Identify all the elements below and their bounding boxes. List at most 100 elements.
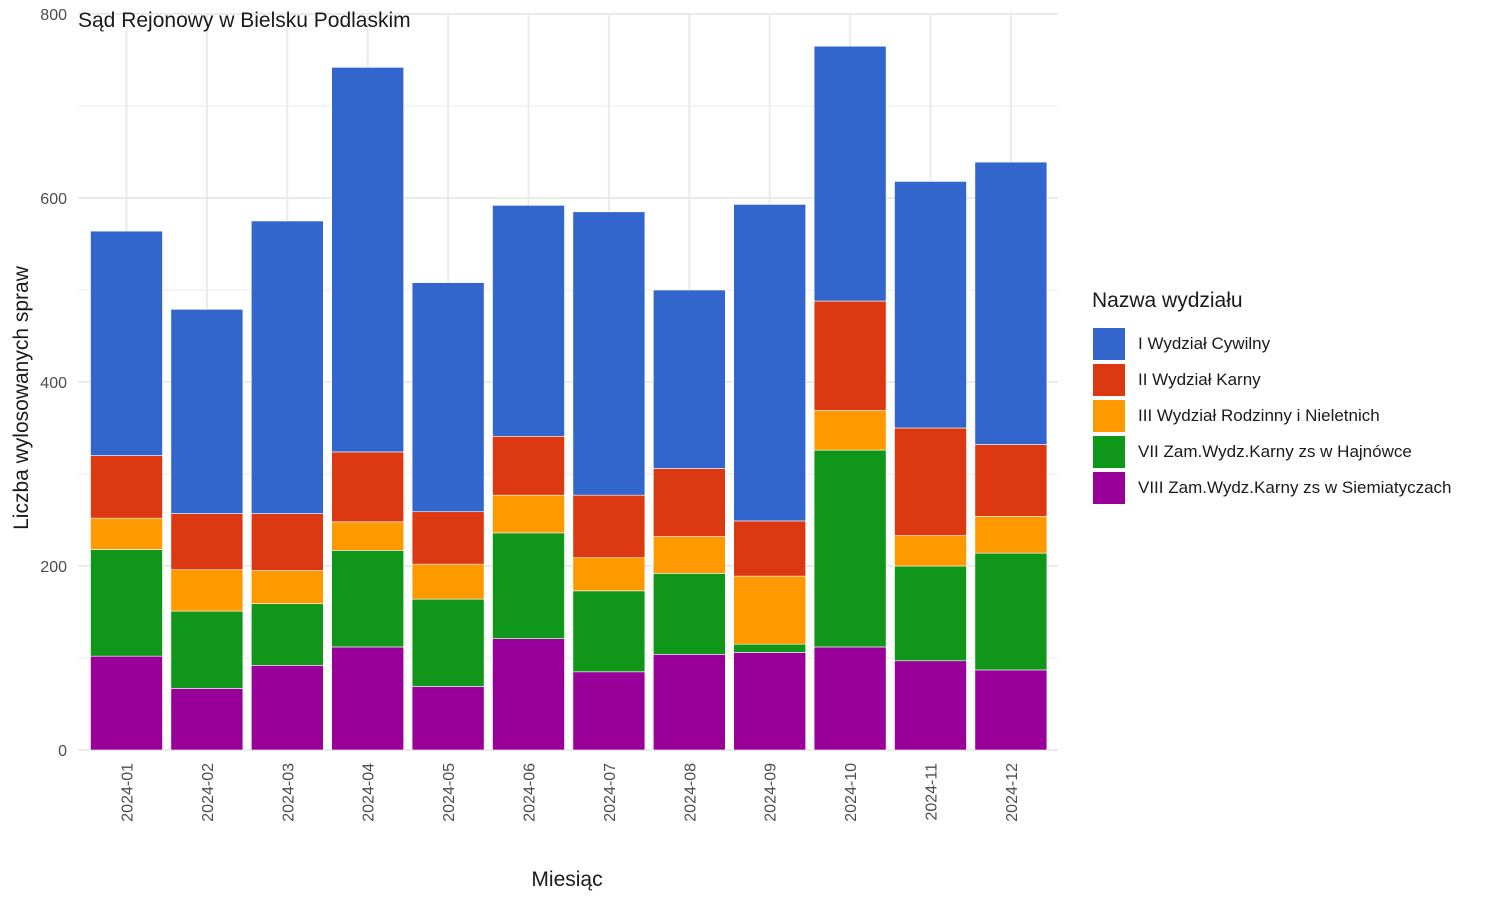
bar-segment [411, 686, 485, 751]
y-axis-ticks: 0 200 400 600 800 [40, 7, 67, 760]
x-tick-label: 2024-05 [441, 763, 458, 822]
y-axis-label: Liczba wylosowanych spraw [10, 265, 33, 530]
bar-segment [411, 282, 485, 513]
legend-swatch [1092, 363, 1126, 397]
legend-items: I Wydział Cywilny II Wydział Karny III Wyd… [1092, 326, 1451, 506]
bar-segment [733, 652, 807, 751]
bar-segment [411, 511, 485, 565]
bar-segment [894, 660, 967, 751]
legend-item: VII Zam.Wydz.Karny zs w Hajnówce [1092, 434, 1451, 470]
x-tick-label: 2024-01 [120, 763, 137, 822]
y-tick-label: 600 [40, 191, 67, 208]
bar-segment [90, 549, 163, 657]
x-tick-label: 2024-09 [763, 763, 780, 822]
legend-label: VII Zam.Wydz.Karny zs w Hajnówce [1138, 442, 1412, 461]
bar-segment [492, 532, 565, 639]
bar-segment [733, 643, 807, 653]
bar-segment [90, 230, 163, 456]
bar-segment [813, 45, 887, 302]
y-tick-label: 0 [58, 743, 67, 760]
x-tick-label: 2024-03 [280, 763, 297, 822]
legend-item: VIII Zam.Wydz.Karny zs w Siemiatyczach [1092, 470, 1451, 506]
legend-item: III Wydział Rodzinny i Nieletnich [1092, 398, 1451, 434]
x-tick-label: 2024-02 [200, 763, 217, 822]
bar-segment [652, 573, 726, 655]
legend-item: I Wydział Cywilny [1092, 326, 1451, 362]
chart-title: Sąd Rejonowy w Bielsku Podlaskim [78, 9, 411, 32]
bar-segment [894, 535, 967, 567]
x-tick-label: 2024-10 [843, 763, 860, 822]
bar-segment [331, 451, 405, 523]
bar-segment [733, 520, 807, 577]
bar-segment [572, 211, 646, 496]
bar-segment [652, 289, 726, 469]
legend-swatch [1092, 327, 1126, 361]
legend-swatch [1092, 435, 1126, 469]
bar-segment [331, 521, 405, 551]
bar-segment [894, 427, 967, 536]
bar-segment [813, 410, 887, 451]
bar-segment [492, 494, 565, 534]
x-tick-label: 2024-06 [522, 763, 539, 822]
x-tick-label: 2024-11 [924, 763, 941, 821]
legend-label: II Wydział Karny [1138, 370, 1261, 389]
bar-segment [652, 468, 726, 537]
bar-segment [733, 204, 807, 522]
x-tick-label: 2024-04 [361, 763, 378, 822]
legend-swatch [1092, 471, 1126, 505]
x-tick-label: 2024-07 [602, 763, 619, 822]
bar-segment [251, 665, 324, 751]
bar-segment [894, 181, 967, 429]
bar-segment [251, 570, 324, 605]
legend-label: I Wydział Cywilny [1138, 334, 1271, 353]
bar-segment [331, 67, 405, 453]
x-axis-ticks: 2024-01 2024-02 2024-03 2024-04 2024-05 2024-… [120, 763, 1021, 822]
bar-segment [572, 590, 646, 673]
bar-segment [572, 557, 646, 592]
bars [90, 45, 1048, 751]
bar-segment [974, 444, 1048, 517]
bar-segment [170, 688, 244, 751]
bar-segment [90, 455, 163, 519]
y-tick-label: 200 [40, 559, 67, 576]
bar-segment [411, 563, 485, 600]
legend-label: VIII Zam.Wydz.Karny zs w Siemiatyczach [1138, 478, 1452, 497]
bar-segment [411, 598, 485, 687]
bar-segment [251, 603, 324, 666]
bar-segment [974, 552, 1048, 671]
x-tick-label: 2024-12 [1004, 763, 1021, 822]
bar-segment [492, 638, 565, 751]
bar-segment [733, 575, 807, 645]
bar-segment [492, 205, 565, 437]
legend-swatch [1092, 399, 1126, 433]
bar-segment [974, 516, 1048, 554]
bar-segment [974, 161, 1048, 445]
bar-segment [813, 300, 887, 411]
x-tick-label: 2024-08 [682, 763, 699, 822]
bar-segment [90, 655, 163, 751]
legend: Nazwa wydziału I Wydział Cywilny II Wydzi… [1092, 289, 1451, 506]
bar-segment [813, 646, 887, 751]
x-axis-label: Miesiąc [531, 868, 602, 891]
bar-segment [492, 435, 565, 496]
bar-segment [652, 654, 726, 751]
bar-segment [170, 569, 244, 612]
bar-segment [170, 513, 244, 570]
legend-item: II Wydział Karny [1092, 362, 1451, 398]
bar-segment [652, 536, 726, 574]
bar-segment [894, 565, 967, 662]
bar-segment [331, 646, 405, 751]
y-tick-label: 800 [40, 7, 67, 24]
bar-segment [251, 220, 324, 514]
bar-segment [251, 513, 324, 571]
bar-segment [170, 610, 244, 689]
legend-label: III Wydział Rodzinny i Nieletnich [1138, 406, 1380, 425]
bar-segment [572, 671, 646, 751]
bar-segment [974, 669, 1048, 751]
bar-segment [572, 494, 646, 559]
bar-segment [331, 550, 405, 648]
legend-title: Nazwa wydziału [1092, 289, 1243, 312]
bar-segment [170, 309, 244, 514]
bar-segment [813, 449, 887, 648]
